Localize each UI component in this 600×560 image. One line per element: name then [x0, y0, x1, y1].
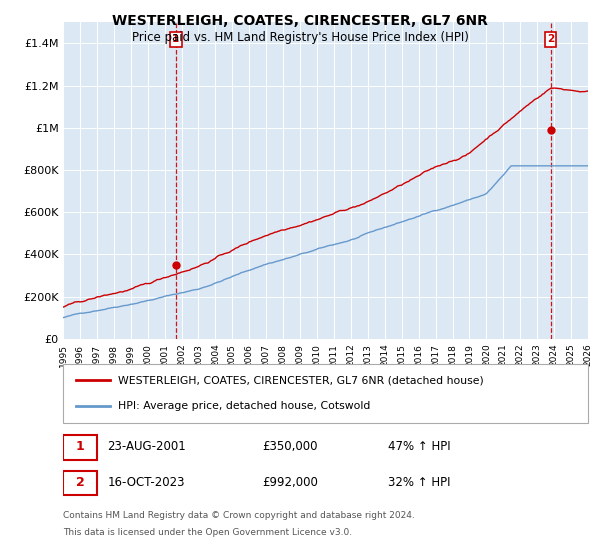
FancyBboxPatch shape [63, 364, 588, 423]
Text: 32% ↑ HPI: 32% ↑ HPI [389, 476, 451, 489]
Text: HPI: Average price, detached house, Cotswold: HPI: Average price, detached house, Cots… [118, 402, 371, 412]
Text: This data is licensed under the Open Government Licence v3.0.: This data is licensed under the Open Gov… [63, 528, 352, 537]
Text: Contains HM Land Registry data © Crown copyright and database right 2024.: Contains HM Land Registry data © Crown c… [63, 511, 415, 520]
FancyBboxPatch shape [63, 471, 97, 496]
FancyBboxPatch shape [63, 435, 97, 460]
Text: 47% ↑ HPI: 47% ↑ HPI [389, 440, 451, 453]
Text: 1: 1 [76, 440, 85, 453]
Text: 16-OCT-2023: 16-OCT-2023 [107, 476, 185, 489]
Text: 2: 2 [76, 476, 85, 489]
Text: WESTERLEIGH, COATES, CIRENCESTER, GL7 6NR (detached house): WESTERLEIGH, COATES, CIRENCESTER, GL7 6N… [118, 375, 484, 385]
Text: 2: 2 [547, 34, 554, 44]
Text: Price paid vs. HM Land Registry's House Price Index (HPI): Price paid vs. HM Land Registry's House … [131, 31, 469, 44]
Text: 23-AUG-2001: 23-AUG-2001 [107, 440, 187, 453]
Text: 1: 1 [172, 34, 179, 44]
Text: £992,000: £992,000 [263, 476, 319, 489]
Text: WESTERLEIGH, COATES, CIRENCESTER, GL7 6NR: WESTERLEIGH, COATES, CIRENCESTER, GL7 6N… [112, 14, 488, 28]
Text: £350,000: £350,000 [263, 440, 318, 453]
